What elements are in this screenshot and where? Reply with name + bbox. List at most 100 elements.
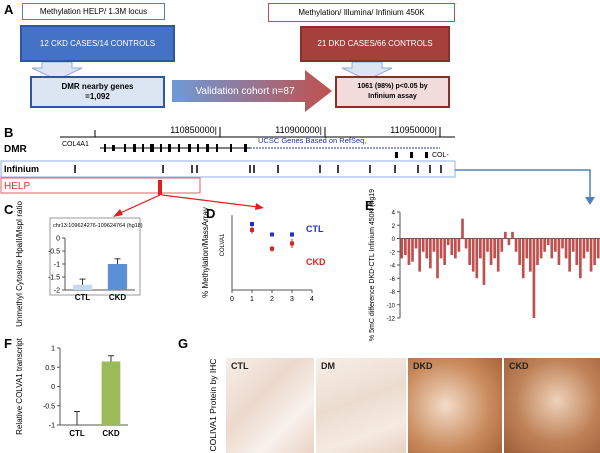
bar xyxy=(479,238,482,259)
y-tick-label: -12 xyxy=(386,317,395,323)
connector xyxy=(455,169,591,198)
cohort-box: 12 CKD CASES/14 CONTROLS xyxy=(20,25,175,62)
bar xyxy=(554,238,557,252)
chart-title: chr13:109624276-109624764 (hg18) xyxy=(53,223,143,229)
bar xyxy=(72,284,93,290)
bar xyxy=(443,238,446,265)
bar xyxy=(471,238,475,272)
y-tick-label: 0.5 xyxy=(45,365,55,372)
point xyxy=(250,228,254,232)
bar xyxy=(504,231,507,239)
panel-label: D xyxy=(206,206,215,221)
y-tick-label: 0 xyxy=(51,384,55,391)
bar xyxy=(482,238,486,285)
infinium-track xyxy=(0,160,456,178)
y-tick-label: 4 xyxy=(392,211,396,217)
bar xyxy=(543,238,546,252)
bar xyxy=(539,238,543,259)
y-tick-label: -0.5 xyxy=(48,249,60,256)
exons xyxy=(104,144,428,158)
y-axis-label: % 5mC difference DKD-CTL Infinium 450K (… xyxy=(369,189,376,341)
point xyxy=(250,222,254,226)
panel-label: C xyxy=(4,202,14,217)
y-axis-label: Relative COLVA1 transcript xyxy=(15,337,24,434)
bar xyxy=(561,238,564,249)
ihc-image: CTL xyxy=(226,358,314,453)
bar xyxy=(457,238,461,252)
arrow-label: Validation cohort n=87 xyxy=(195,86,294,97)
panel-label: A xyxy=(4,2,14,17)
bar xyxy=(557,238,561,265)
connector xyxy=(161,194,259,208)
x-tick-label: 0 xyxy=(230,296,234,303)
bar xyxy=(475,238,479,279)
y-tick-label: -1 xyxy=(54,262,60,269)
down-arrow xyxy=(341,61,393,81)
bar xyxy=(489,238,493,265)
validation-arrow xyxy=(172,70,332,112)
chart-frame xyxy=(49,217,141,296)
result-box: 1061 (98%) p<0.05 by Infinium assay xyxy=(335,76,450,108)
bar xyxy=(418,238,421,272)
y-tick-label: -1.5 xyxy=(48,275,60,282)
bar xyxy=(532,238,536,318)
bar xyxy=(575,238,579,265)
help-track xyxy=(0,177,201,194)
bar xyxy=(407,238,411,265)
bar xyxy=(589,238,593,272)
ruler-label: 110900000| xyxy=(275,125,322,135)
image-label: DM xyxy=(321,361,335,371)
bar xyxy=(439,238,443,259)
y-tick-label: 0 xyxy=(392,237,396,243)
connector-head xyxy=(113,209,123,217)
genome-browser: 110850000| 110900000| 110950000| UCSC Ge… xyxy=(0,125,595,217)
gene-name: COL- xyxy=(432,152,449,159)
result-box: DMR nearby genes =1,092 xyxy=(30,76,165,108)
bar xyxy=(432,238,436,252)
bar xyxy=(436,238,439,279)
bar xyxy=(414,238,418,249)
bar xyxy=(411,238,414,262)
point xyxy=(270,246,274,251)
connector xyxy=(117,194,161,215)
bar xyxy=(400,238,404,259)
x-tick-label: 4 xyxy=(310,296,314,303)
ruler-label: 110950000| xyxy=(390,125,437,135)
image-label: CTL xyxy=(231,361,249,371)
y-axis-label: Unmethyl Cytosine HpaII/MspI ratio xyxy=(15,201,24,327)
bar xyxy=(429,238,432,269)
bar xyxy=(586,238,589,252)
bar xyxy=(521,238,525,279)
method-box: Methylation HELP/ 1.3M locus xyxy=(22,3,165,20)
track-title: UCSC Genes Based on RefSeq, xyxy=(258,136,366,145)
bar xyxy=(107,264,128,290)
bar xyxy=(550,238,554,259)
gene-name: COL4A1 xyxy=(62,141,89,148)
legend-label: CTL xyxy=(306,224,324,234)
bar xyxy=(461,218,464,239)
y-tick-label: -8 xyxy=(390,290,396,296)
bar xyxy=(496,238,500,272)
x-tick-label: 1 xyxy=(250,296,254,303)
x-tick-label: 2 xyxy=(270,296,274,303)
x-tick-label: CKD xyxy=(109,293,127,302)
cohort-box: 21 DKD CASES/66 CONTROLS xyxy=(300,26,450,62)
gene-label: COLVA1 xyxy=(220,233,226,256)
y-tick-label: -1 xyxy=(49,423,55,430)
y-tick-label: -2 xyxy=(54,288,60,295)
bar xyxy=(468,238,471,265)
bar xyxy=(450,238,454,256)
ruler-label: 110850000| xyxy=(170,125,217,135)
y-tick-label: -10 xyxy=(386,303,395,309)
method-box: Methylation/ Illumina/ Infinium 450K xyxy=(268,3,455,22)
bar xyxy=(564,238,568,259)
bar xyxy=(529,238,532,272)
bar xyxy=(518,238,521,265)
panel-label: F xyxy=(4,336,12,351)
bar xyxy=(568,238,571,272)
bar xyxy=(511,231,514,239)
y-axis-label: % Methylation/MassArray xyxy=(201,207,210,298)
y-axis-label: COLIVA1 Protein by IHC xyxy=(208,359,218,452)
